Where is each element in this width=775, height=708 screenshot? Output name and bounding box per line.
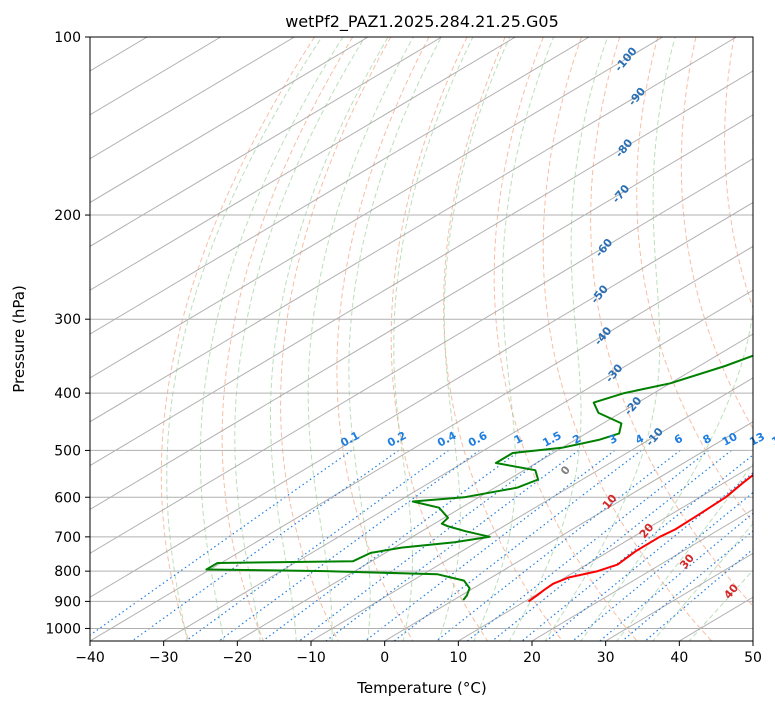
x-axis-label: Temperature (°C) bbox=[356, 679, 486, 697]
axis-ticks: −40 −30 −20 −10 0 10 20 30 40 50 100 200 300 400 500 60… bbox=[45, 30, 762, 666]
x-tick-label: −40 bbox=[75, 650, 105, 666]
y-tick-label: 200 bbox=[54, 208, 81, 224]
isotherm-line bbox=[90, 245, 753, 641]
y-tick-label: 700 bbox=[54, 530, 81, 546]
moist-adiabat bbox=[166, 37, 323, 641]
mixing-ratio-line bbox=[467, 449, 710, 641]
y-tick-label: 800 bbox=[54, 564, 81, 580]
dry-adiabat bbox=[336, 37, 430, 641]
moist-adiabat bbox=[544, 37, 676, 641]
x-tick-label: 40 bbox=[670, 650, 688, 666]
dry-adiabat bbox=[493, 37, 638, 641]
dry-adiabat bbox=[280, 37, 392, 641]
dry-adiabat bbox=[636, 37, 753, 524]
isotherm-line bbox=[90, 37, 737, 423]
moist-adiabat bbox=[688, 569, 753, 641]
mixing-ratio-line bbox=[364, 449, 616, 641]
isotherm-line bbox=[384, 421, 753, 641]
y-tick-label: 500 bbox=[54, 443, 81, 459]
moist-adiabat bbox=[508, 37, 608, 641]
dry-adiabat bbox=[767, 37, 775, 641]
mixing-ratio-label: 10 bbox=[720, 430, 740, 449]
plot-frame bbox=[89, 36, 754, 642]
dry-adiabat bbox=[680, 37, 753, 430]
plot-background bbox=[90, 37, 753, 641]
isotherm-line bbox=[90, 37, 516, 291]
isotherm-line bbox=[752, 640, 753, 641]
x-tick-label: 0 bbox=[380, 650, 389, 666]
mixing-ratio-line bbox=[218, 449, 480, 641]
moist-adiabat bbox=[307, 37, 414, 641]
isotherm-line bbox=[237, 333, 753, 641]
isotherm-line bbox=[531, 508, 753, 641]
isotherm-line bbox=[90, 37, 590, 335]
x-tick-label: −30 bbox=[149, 650, 179, 666]
y-tick-label: 900 bbox=[54, 594, 81, 610]
mixing-ratio-line bbox=[185, 449, 449, 641]
mixing-ratio-line bbox=[491, 449, 732, 641]
x-tick-label: 10 bbox=[449, 650, 467, 666]
moist-adiabat bbox=[437, 37, 511, 641]
isotherm-line bbox=[90, 37, 663, 379]
y-tick-label: 1000 bbox=[45, 621, 81, 637]
isotherm-line bbox=[90, 37, 369, 204]
y-tick-label: 400 bbox=[54, 386, 81, 402]
y-tick-label: 100 bbox=[54, 30, 81, 46]
isotherm-line bbox=[90, 158, 753, 554]
isotherm-line bbox=[90, 114, 753, 511]
isotherm-line bbox=[163, 289, 753, 641]
dry-adiabat bbox=[590, 37, 753, 607]
y-axis-label: Pressure (hPa) bbox=[10, 285, 28, 393]
dry-adiabat bbox=[542, 37, 713, 641]
x-tick-label: −20 bbox=[223, 650, 253, 666]
mixing-ratio-line bbox=[90, 449, 353, 636]
y-tick-label: 600 bbox=[54, 490, 81, 506]
x-tick-label: 20 bbox=[523, 650, 541, 666]
isotherm-line bbox=[90, 70, 753, 467]
moist-adiabat bbox=[393, 37, 474, 641]
x-tick-label: 30 bbox=[597, 650, 615, 666]
dewpoint-line bbox=[205, 354, 753, 601]
mixing-ratio-label: 13 bbox=[747, 430, 767, 449]
mixing-ratio-label: 16 bbox=[769, 430, 775, 449]
dry-adiabat bbox=[443, 37, 563, 641]
temperature-line bbox=[527, 473, 753, 603]
moist-adiabat bbox=[234, 37, 366, 641]
mixing-ratio-line bbox=[131, 449, 399, 641]
x-tick-label: 50 bbox=[744, 650, 762, 666]
isotherm-line bbox=[90, 37, 442, 247]
isotherm-line bbox=[90, 201, 753, 598]
isotherm-line bbox=[458, 465, 753, 641]
moist-adiabat bbox=[616, 462, 753, 641]
dry-adiabat bbox=[160, 37, 315, 641]
dry-adiabat bbox=[390, 37, 489, 641]
mixing-ratio-line bbox=[325, 449, 579, 641]
y-tick-label: 300 bbox=[54, 312, 81, 328]
x-tick-label: −10 bbox=[296, 650, 326, 666]
moist-adiabat bbox=[348, 37, 442, 641]
mixing-ratio-line bbox=[622, 530, 753, 641]
dry-adiabat bbox=[221, 37, 354, 641]
chart-title: wetPf2_PAZ1.2025.284.21.25.G05 bbox=[285, 12, 559, 32]
isotherm-line bbox=[90, 37, 295, 160]
profile-lines bbox=[205, 354, 753, 603]
isotherm-line bbox=[310, 377, 753, 641]
mixing-ratio-line bbox=[545, 472, 753, 641]
